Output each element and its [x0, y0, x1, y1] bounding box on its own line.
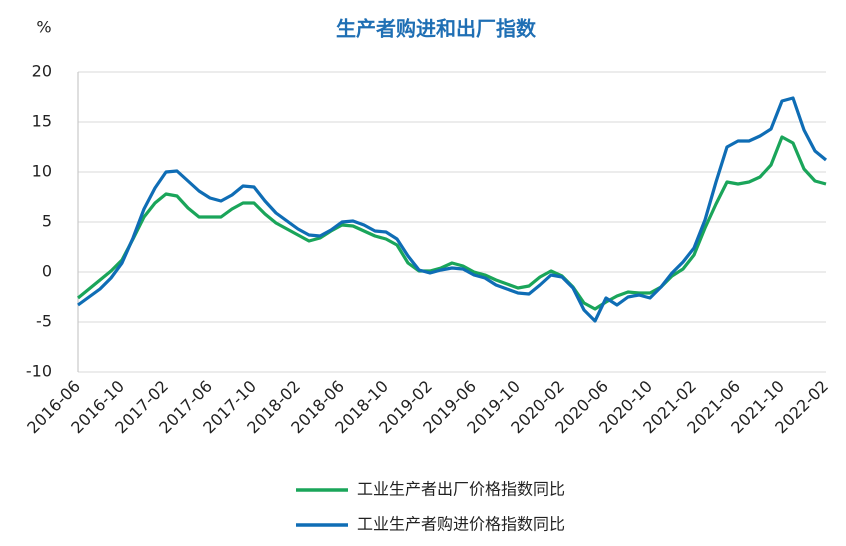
y-tick-label: 15: [32, 112, 52, 131]
y-tick-label: 0: [42, 262, 52, 281]
y-axis-label: %: [36, 18, 51, 37]
y-tick-label: -5: [36, 312, 52, 331]
legend-label: 工业生产者出厂价格指数同比: [357, 480, 565, 499]
y-tick-label: 10: [32, 162, 52, 181]
series-line: [76, 135, 827, 311]
legend-label: 工业生产者购进价格指数同比: [357, 515, 565, 534]
y-tick-label: 20: [32, 62, 52, 81]
y-tick-label: -10: [26, 362, 52, 381]
series-line: [77, 96, 828, 323]
y-tick-label: 5: [42, 212, 52, 231]
chart-title: 生产者购进和出厂指数: [336, 17, 537, 41]
